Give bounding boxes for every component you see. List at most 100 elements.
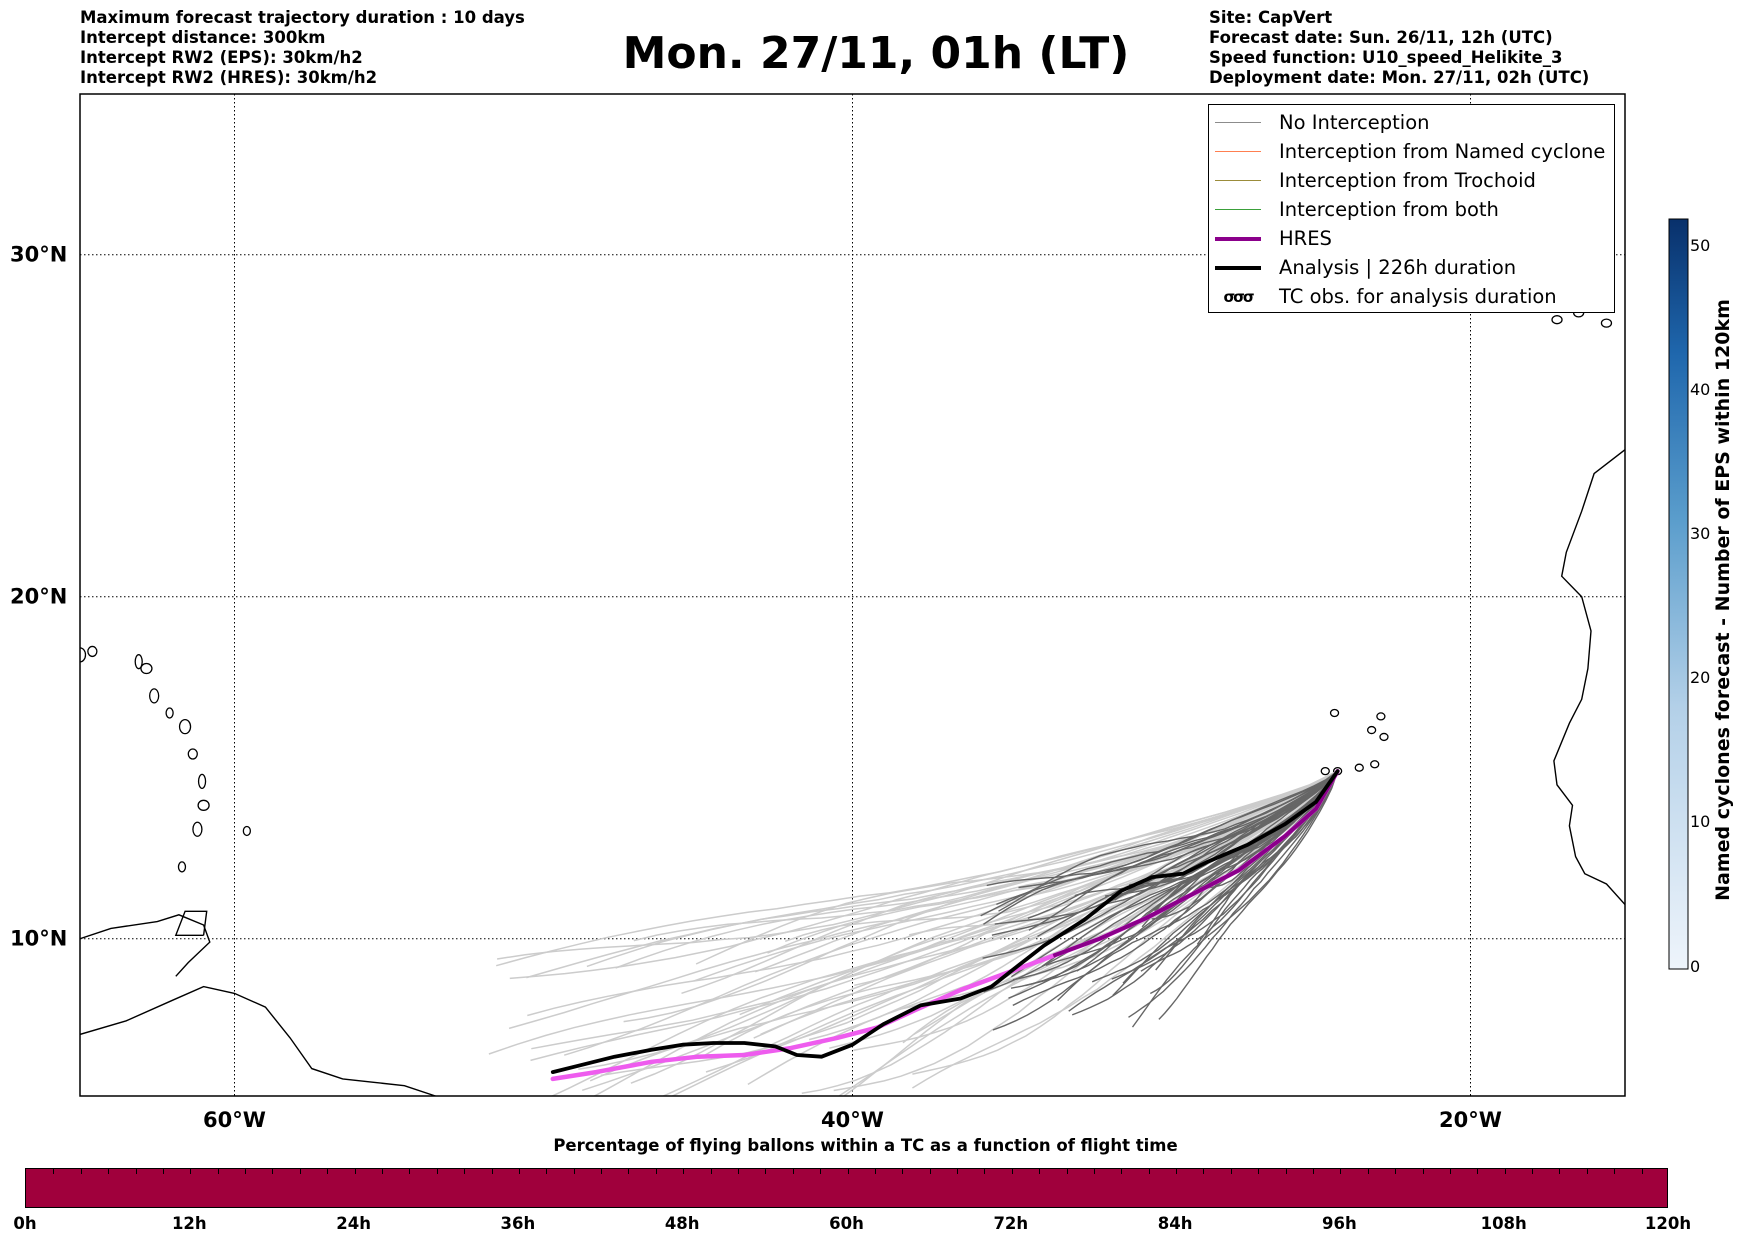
colorbar-tick: 30 — [1690, 524, 1711, 543]
eps-trajectory-long — [633, 770, 1338, 942]
flight-bar-minor-tick — [162, 1169, 164, 1174]
eps-trajectory-short — [982, 770, 1339, 959]
forecast-date: Forecast date: Sun. 26/11, 12h (UTC) — [1209, 28, 1553, 47]
flight-bar-minor-tick — [1230, 1169, 1232, 1174]
flight-bar-minor-tick — [1532, 1169, 1534, 1174]
eps-trajectory-long — [589, 770, 1339, 1082]
flight-bar-minor-tick — [80, 1169, 82, 1174]
flight-bar-minor-tick — [957, 1169, 959, 1174]
eps-trajectory-short — [1012, 770, 1339, 1007]
eps-trajectory-long — [754, 770, 1339, 973]
eps-trajectory-short — [998, 770, 1339, 912]
flight-bar-minor-tick — [1285, 1169, 1287, 1174]
flight-bar-minor-tick — [491, 1169, 493, 1174]
cape-verde-island — [1370, 760, 1380, 769]
legend-label: TC obs. for analysis duration — [1279, 285, 1557, 308]
flight-bar-minor-tick — [1395, 1169, 1397, 1174]
cape-verde-island — [1379, 732, 1389, 742]
flight-time-tick: 0h — [13, 1214, 37, 1233]
flight-bar-minor-tick — [1449, 1169, 1451, 1174]
flight-time-bar — [25, 1168, 1668, 1208]
colorbar-tick: 0 — [1690, 957, 1701, 976]
flight-bar-minor-tick — [874, 1169, 876, 1174]
legend-swatch — [1215, 179, 1261, 182]
legend-item-trochoid: Interception from Trochoid — [1209, 166, 1614, 195]
legend-swatch — [1215, 236, 1261, 241]
colorbar-tick: 50 — [1690, 236, 1711, 255]
flight-bar-minor-tick — [1258, 1169, 1260, 1174]
eps-trajectory-short — [1112, 770, 1339, 996]
tc-obs-icon: σσσ — [1223, 287, 1254, 306]
axis-ticks: 60°W 40°W 20°W 30°N 20°N 10°N — [10, 243, 1502, 1132]
colorbar-label: Named cyclones forecast - Number of EPS … — [1712, 299, 1734, 901]
flight-bar-minor-tick — [409, 1169, 411, 1174]
eps-trajectory-long — [496, 770, 1338, 960]
lesser-antilles-island — [177, 861, 187, 873]
flight-bar-minor-tick — [1614, 1169, 1616, 1174]
eps-trajectory-short — [1027, 770, 1339, 919]
legend-item-hres: HRES — [1209, 224, 1614, 253]
cape-verde-island — [1376, 712, 1386, 721]
flight-bar-minor-tick — [1121, 1169, 1123, 1174]
flight-time-tick: 36h — [500, 1214, 536, 1233]
flight-bar-minor-tick — [792, 1169, 794, 1174]
page-title: Mon. 27/11, 01h (LT) — [622, 28, 1130, 79]
flight-bar-minor-tick — [601, 1169, 603, 1174]
flight-bar-minor-tick — [573, 1169, 575, 1174]
flight-bar-minor-tick — [1340, 1169, 1342, 1174]
legend: No Interception Interception from Named … — [1208, 104, 1615, 313]
flight-bar-minor-tick — [765, 1169, 767, 1174]
flight-bar-minor-tick — [929, 1169, 931, 1174]
legend-label: Interception from both — [1279, 198, 1499, 221]
flight-bar-minor-tick — [464, 1169, 466, 1174]
flight-bar-minor-tick — [518, 1169, 520, 1174]
flight-bar-minor-tick — [1203, 1169, 1205, 1174]
colorbar-tick: 40 — [1690, 380, 1711, 399]
lesser-antilles-island — [192, 821, 203, 837]
lesser-antilles-island — [149, 688, 160, 704]
eps-trajectories — [488, 770, 1339, 1096]
legend-swatch — [1215, 208, 1261, 211]
flight-bar-minor-tick — [272, 1169, 274, 1174]
legend-item-tc-obs: σσσ TC obs. for analysis duration — [1209, 282, 1614, 311]
flight-bar-minor-tick — [1477, 1169, 1479, 1174]
flight-bar-minor-tick — [1367, 1169, 1369, 1174]
flight-bar-minor-tick — [135, 1169, 137, 1174]
legend-item-named-cyclone: Interception from Named cyclone — [1209, 137, 1614, 166]
flight-bar-minor-tick — [354, 1169, 356, 1174]
flight-bar-minor-tick — [710, 1169, 712, 1174]
flight-bar-minor-tick — [847, 1169, 849, 1174]
flight-bar-minor-tick — [1313, 1169, 1315, 1174]
barbados-island — [242, 825, 252, 837]
lesser-antilles-island — [197, 773, 207, 790]
colorbar-tick: 10 — [1690, 812, 1711, 831]
param-max-duration: Maximum forecast trajectory duration : 1… — [80, 8, 525, 27]
lesser-antilles-island — [134, 654, 143, 670]
flight-bar-minor-tick — [628, 1169, 630, 1174]
flight-bar-title: Percentage of flying ballons within a TC… — [553, 1136, 1178, 1155]
flight-bar-minor-tick — [1066, 1169, 1068, 1174]
flight-bar-minor-tick — [1176, 1169, 1178, 1174]
legend-label: Analysis | 226h duration — [1279, 256, 1517, 279]
eps-trajectory-short — [1131, 770, 1339, 1028]
flight-bar-minor-tick — [1641, 1169, 1643, 1174]
eps-trajectory-short — [991, 770, 1339, 936]
flight-bar-minor-tick — [1039, 1169, 1041, 1174]
flight-time-tick: 120h — [1644, 1214, 1692, 1233]
eps-trajectory-short — [1158, 770, 1339, 1020]
run-parameters: Maximum forecast trajectory duration : 1… — [80, 8, 525, 88]
legend-label: No Interception — [1279, 111, 1430, 134]
flight-bar-minor-tick — [820, 1169, 822, 1174]
flight-bar-minor-tick — [53, 1169, 55, 1174]
flight-bar-minor-tick — [327, 1169, 329, 1174]
map-frame — [79, 93, 1626, 1097]
lesser-antilles-island — [87, 645, 98, 658]
flight-bar-minor-tick — [655, 1169, 657, 1174]
legend-label: Interception from Named cyclone — [1279, 140, 1606, 163]
legend-label: HRES — [1279, 227, 1332, 250]
paria-coast — [80, 914, 211, 977]
legend-swatch — [1215, 121, 1261, 124]
canary-island — [1600, 318, 1613, 328]
flight-bar-minor-tick — [1148, 1169, 1150, 1174]
